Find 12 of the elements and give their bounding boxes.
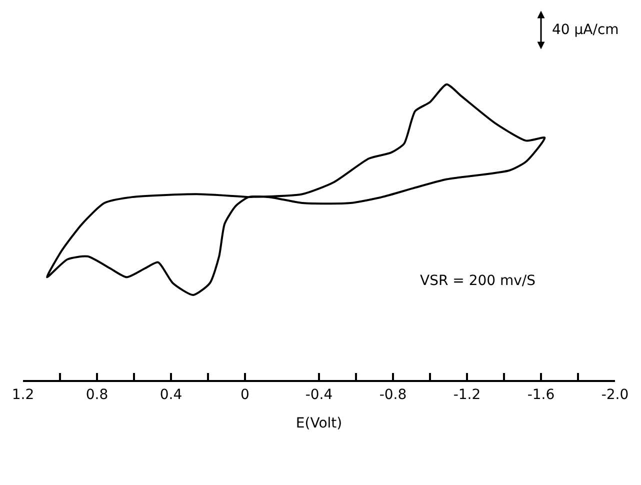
x-tick-label: -0.4 — [305, 386, 333, 403]
x-tick-label: 0 — [240, 386, 250, 403]
text: 40 μA/cm — [552, 22, 619, 38]
x-tick-label: -2.0 — [601, 386, 629, 403]
x-tick-label: 0.4 — [160, 386, 182, 403]
x-tick-label: -1.2 — [453, 386, 481, 403]
x-tick-label: 0.8 — [86, 386, 108, 403]
x-tick-label: -0.8 — [379, 386, 407, 403]
x-tick-label: 1.2 — [12, 386, 34, 403]
x-tick-label: -1.6 — [527, 386, 555, 403]
annotation: VSR = 200 mv/S — [420, 273, 536, 289]
x-axis-title: E(Volt) — [296, 416, 342, 432]
